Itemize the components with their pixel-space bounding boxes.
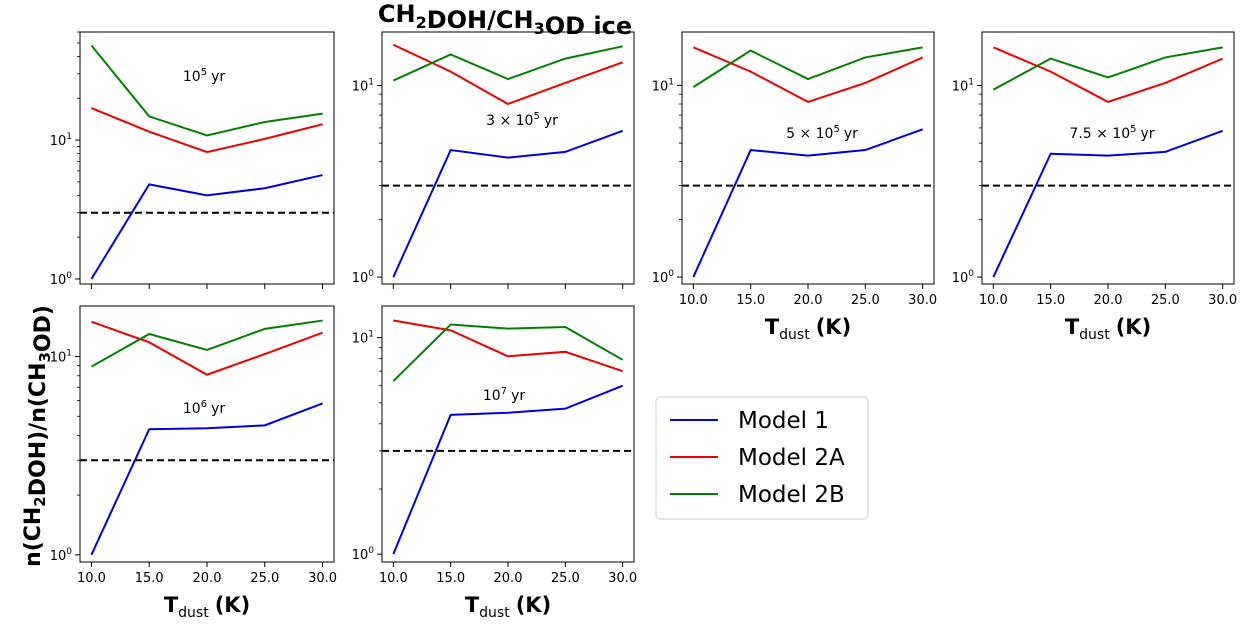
x-tick-label: 25.0 <box>551 571 580 586</box>
x-tick-label: 15.0 <box>1036 293 1065 308</box>
panels: 100 101 105 yr 100 101 3 × 105 yr 100 101 10.0 15.0… <box>50 31 1237 621</box>
y-tick-label: 101 <box>50 132 72 149</box>
series-line-model-1 <box>692 128 923 278</box>
y-tick-label: 100 <box>50 547 73 564</box>
x-tick-label: 30.0 <box>1208 293 1237 308</box>
series-line-model-2a <box>91 107 323 154</box>
x-tick-label: 20.0 <box>193 571 222 586</box>
x-tick-label: 15.0 <box>135 571 164 586</box>
time-annotation: 105 yr <box>183 67 225 85</box>
panel-6: 100 101 10.0 15.0 20.0 25.0 30.0 Tdust (K) 107 yr <box>352 305 637 621</box>
legend-label: Model 2A <box>738 445 845 471</box>
x-tick-label: 20.0 <box>494 571 523 586</box>
x-tick-label: 30.0 <box>308 571 337 586</box>
axes-frame <box>981 31 1235 285</box>
x-tick-label: 20.0 <box>1094 293 1123 308</box>
x-tick-label: 25.0 <box>250 571 279 586</box>
y-tick-label: 101 <box>352 330 374 347</box>
y-tick-label: 100 <box>50 271 73 288</box>
time-annotation: 7.5 × 105 yr <box>1069 124 1154 142</box>
x-axis-label: Tdust (K) <box>1065 315 1151 343</box>
legend: Model 1 Model 2A Model 2B <box>655 396 869 520</box>
axes-frame <box>79 31 335 285</box>
legend-label: Model 1 <box>738 408 829 434</box>
series-group <box>382 43 634 278</box>
series-group <box>80 44 334 280</box>
time-annotation: 107 yr <box>483 386 525 404</box>
series-line-model-2b <box>992 46 1223 91</box>
axes-frame <box>381 31 635 285</box>
panel-2: 100 101 3 × 105 yr <box>352 31 635 289</box>
y-tick-label: 101 <box>652 77 674 94</box>
axes-frame <box>681 31 935 285</box>
x-tick-label: 30.0 <box>608 571 637 586</box>
y-tick-label: 100 <box>652 269 675 286</box>
panel-3: 100 101 10.0 15.0 20.0 25.0 30.0 Tdust (K) 5 × 10… <box>652 31 937 343</box>
y-tick-label: 101 <box>352 77 374 94</box>
x-axis-label: Tdust (K) <box>765 315 851 343</box>
time-annotation: 5 × 105 yr <box>786 124 858 142</box>
series-line-model-2a <box>992 46 1224 104</box>
series-line-model-2a <box>91 320 323 376</box>
x-tick-label: 10.0 <box>679 293 708 308</box>
y-tick-label: 100 <box>352 546 375 563</box>
x-tick-label: 25.0 <box>851 293 880 308</box>
y-tick-label: 101 <box>50 349 72 366</box>
series-line-model-2b <box>392 45 623 82</box>
x-tick-label: 20.0 <box>794 293 823 308</box>
x-tick-label: 25.0 <box>1151 293 1180 308</box>
series-group <box>682 46 934 278</box>
series-group <box>382 319 634 555</box>
y-tick-label: 100 <box>352 269 375 286</box>
figure-title: CH2DOH/CH3OD ice <box>378 0 632 40</box>
x-tick-label: 15.0 <box>736 293 765 308</box>
series-line-model-2b <box>692 46 923 88</box>
x-axis-label: Tdust (K) <box>465 593 551 621</box>
series-line-model-1 <box>90 174 323 280</box>
x-tick-label: 10.0 <box>979 293 1008 308</box>
y-axis-label-group: n(CH2DOH)/n(CH3OD) <box>21 305 56 567</box>
y-axis-label: n(CH2DOH)/n(CH3OD) <box>21 305 56 567</box>
series-line-model-1 <box>392 384 624 555</box>
time-annotation: 3 × 105 yr <box>486 111 558 129</box>
time-annotation: 106 yr <box>183 399 225 417</box>
x-tick-label: 30.0 <box>908 293 937 308</box>
panel-1: 100 101 105 yr <box>50 31 335 289</box>
x-tick-label: 10.0 <box>77 571 106 586</box>
series-line-model-1 <box>992 129 1224 278</box>
series-group <box>80 319 334 556</box>
x-axis-label: Tdust (K) <box>164 593 250 621</box>
series-line-model-1 <box>90 402 323 556</box>
series-line-model-2b <box>90 44 323 137</box>
series-line-model-2a <box>393 319 623 373</box>
x-tick-label: 10.0 <box>379 571 408 586</box>
panel-5: 100 101 10.0 15.0 20.0 25.0 30.0 Tdust (K) 106 yr <box>50 305 337 621</box>
series-line-model-2a <box>692 46 924 104</box>
series-line-model-1 <box>392 129 624 278</box>
legend-frame <box>655 396 869 520</box>
axes-frame <box>79 305 335 563</box>
panel-4: 100 101 10.0 15.0 20.0 25.0 30.0 Tdust (K) 7.5 × … <box>952 31 1237 343</box>
x-tick-label: 15.0 <box>436 571 465 586</box>
series-line-model-2b <box>90 319 323 368</box>
y-tick-label: 100 <box>952 269 975 286</box>
series-line-model-2b <box>392 323 624 382</box>
y-tick-label: 101 <box>952 77 974 94</box>
legend-label: Model 2B <box>738 482 845 508</box>
axes-frame <box>381 305 635 563</box>
series-group <box>982 46 1234 278</box>
